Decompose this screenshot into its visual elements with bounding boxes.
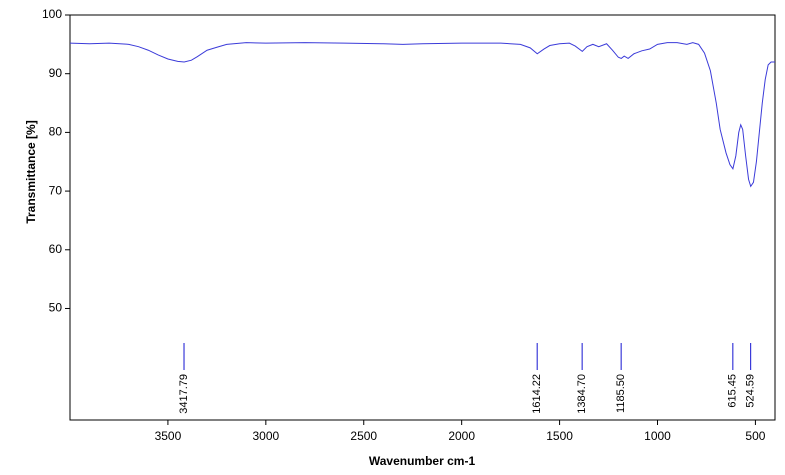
- peak-label: 1614.22: [531, 374, 543, 414]
- y-tick-label: 50: [49, 301, 63, 315]
- x-tick-label: 1500: [546, 429, 573, 443]
- peak-label: 524.59: [745, 374, 757, 408]
- peak-label: 3417.79: [178, 374, 190, 414]
- y-tick-label: 70: [49, 183, 63, 197]
- peak-label: 615.45: [727, 374, 739, 408]
- x-tick-label: 1000: [644, 429, 671, 443]
- y-tick-label: 60: [49, 242, 63, 256]
- x-tick-label: 2500: [350, 429, 377, 443]
- spectrum-line: [69, 42, 775, 188]
- x-tick-label: 2000: [448, 429, 475, 443]
- y-tick-label: 90: [49, 66, 63, 80]
- x-tick-label: 3000: [252, 429, 279, 443]
- peak-label: 1185.50: [615, 374, 627, 413]
- y-tick-label: 80: [49, 125, 63, 139]
- x-tick-label: 500: [745, 429, 765, 443]
- x-axis-title: Wavenumber cm-1: [369, 454, 476, 468]
- peak-label: 1384.70: [576, 374, 588, 414]
- y-axis-title: Transmittance [%]: [24, 120, 38, 223]
- y-tick-label: 100: [42, 7, 62, 21]
- x-tick-label: 3500: [155, 429, 182, 443]
- plot-frame: [69, 14, 776, 421]
